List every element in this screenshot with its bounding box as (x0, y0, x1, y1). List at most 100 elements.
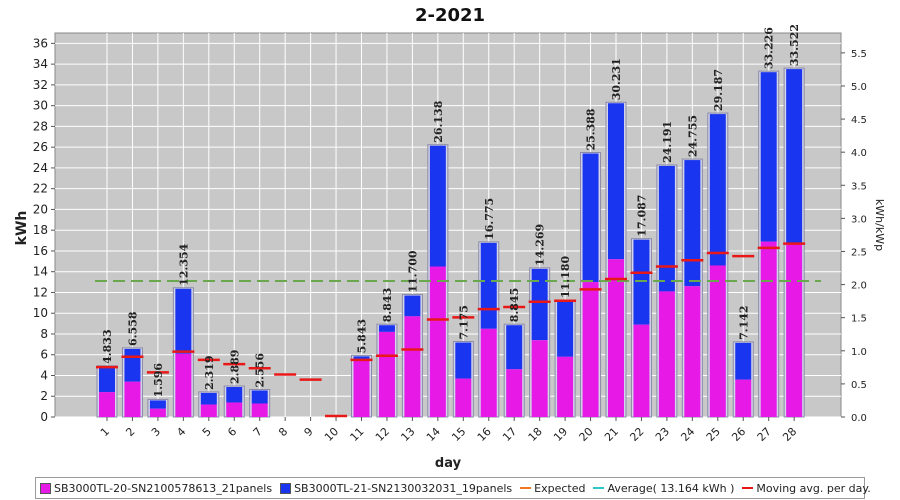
bar-series2 (429, 145, 446, 267)
legend-label: Average( 13.164 kWh ) (607, 481, 735, 495)
data-label: 30.231 (610, 58, 623, 100)
x-tick-label: 22 (627, 425, 646, 444)
bar-series2 (709, 114, 726, 266)
x-tick-label: 10 (322, 425, 341, 444)
bar-series2 (378, 325, 395, 332)
x-tick-label: 15 (449, 425, 468, 444)
legend-label: Moving avg. per day. (756, 481, 871, 495)
x-tick-label: 4 (174, 425, 188, 439)
y-tick-label: 36 (33, 36, 48, 50)
bar-series1 (226, 402, 243, 417)
legend-label: Expected (534, 481, 586, 495)
x-axis-label: day (435, 456, 462, 471)
y-tick-label: 14 (33, 265, 48, 279)
bar-series1 (455, 378, 472, 417)
bar-series1 (557, 356, 574, 417)
y-tick-label: 22 (33, 182, 48, 196)
bar-series1 (480, 328, 497, 417)
y2-tick-label: 5.0 (851, 82, 867, 93)
y-tick-label: 18 (33, 223, 48, 237)
bar-series2 (735, 342, 752, 380)
bar-series2 (175, 288, 192, 354)
data-label: 11.700 (406, 250, 419, 292)
x-tick-label: 6 (225, 425, 239, 439)
y2-axis-label: kWh/kWp (873, 199, 886, 251)
bar-series2 (480, 242, 497, 329)
data-label: 24.191 (661, 121, 674, 163)
bar-series2 (557, 300, 574, 357)
x-tick-label: 2 (123, 425, 137, 439)
y2-tick-label: 4.0 (851, 148, 867, 159)
data-label: 7.142 (737, 305, 750, 339)
x-tick-label: 17 (500, 425, 519, 444)
data-label: 6.558 (126, 311, 139, 346)
y-tick-label: 34 (33, 57, 48, 71)
legend-item: Moving avg. per day. (742, 481, 871, 495)
x-axis: 1 2 3 4 5 6 7 8 9 10 11 12 13 14 15 16 17 18 19 20 21 22 23 24 2… (98, 417, 799, 444)
data-label: 12.354 (177, 243, 190, 285)
y-tick-label: 8 (40, 327, 48, 341)
y2-tick-label: 3.5 (851, 181, 867, 192)
bar-series2 (658, 165, 675, 292)
bar-series2 (760, 72, 777, 242)
data-labels: 4.833 6.558 1.596 12.354 2.319 2.889 2.556 5.84… (101, 24, 801, 397)
data-label: 4.833 (101, 329, 114, 363)
x-tick-label: 8 (276, 425, 290, 439)
bar-series2 (633, 239, 650, 325)
data-label: 8.843 (381, 288, 394, 322)
data-label: 7.175 (457, 305, 470, 339)
y2-tick-label: 3.0 (851, 214, 867, 225)
y2-tick-label: 0.0 (851, 413, 867, 424)
bar-series2 (99, 366, 115, 393)
lines (95, 242, 821, 418)
legend-swatch (742, 487, 754, 489)
data-label: 2.319 (203, 355, 216, 389)
bar-series1 (175, 353, 192, 417)
y-tick-label: 26 (33, 140, 48, 154)
bar-series1 (99, 392, 115, 417)
x-tick-label: 28 (780, 425, 799, 444)
data-label: 14.269 (534, 224, 547, 266)
legend-item: Expected (520, 482, 585, 495)
bar-series2 (455, 342, 472, 379)
x-tick-label: 14 (424, 425, 443, 444)
y-tick-label: 10 (33, 306, 48, 320)
bar-series1 (633, 324, 650, 417)
x-tick-label: 20 (577, 425, 596, 444)
legend-item: SB3000TL-21-SN2130032031_19panels (280, 482, 512, 495)
legend-swatch (280, 482, 292, 494)
y2-tick-label: 2.0 (851, 281, 867, 292)
legend-item: SB3000TL-20-SN2100578613_21panels (40, 482, 272, 495)
bar-series2 (404, 295, 421, 317)
legend-swatch (593, 487, 605, 489)
bar-series2 (506, 325, 523, 370)
bar-series1 (251, 403, 268, 417)
bars (96, 67, 805, 418)
data-label: 25.388 (585, 108, 598, 150)
bar-series2 (226, 387, 243, 403)
bar-series2 (531, 268, 548, 341)
bar-series1 (684, 286, 701, 417)
data-label: 16.775 (483, 198, 496, 240)
bar-series1 (124, 381, 141, 417)
bar-series1 (506, 369, 523, 417)
bar-series2 (251, 390, 268, 404)
bar-series1 (786, 242, 803, 417)
x-tick-label: 16 (475, 425, 494, 444)
bar-series2 (200, 392, 217, 405)
y2-tick-label: 2.5 (851, 247, 867, 258)
y-tick-label: 20 (33, 202, 48, 216)
x-tick-label: 7 (251, 425, 265, 439)
chart-title: 2-2021 (415, 5, 485, 26)
y-tick-label: 2 (40, 389, 48, 403)
y2-tick-label: 5.5 (851, 49, 867, 60)
y2-tick-label: 0.5 (851, 380, 867, 391)
legend-label: SB3000TL-21-SN2130032031_19panels (294, 481, 513, 495)
bar-series1 (200, 404, 217, 417)
bar-series2 (149, 400, 166, 409)
y-tick-label: 28 (33, 119, 48, 133)
bar-series2 (124, 348, 141, 382)
x-tick-label: 25 (704, 425, 723, 444)
